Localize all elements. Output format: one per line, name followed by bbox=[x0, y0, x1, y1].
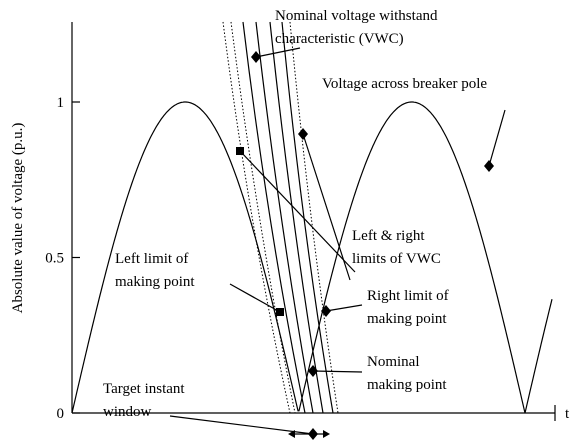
vwc-curves bbox=[222, 21, 339, 414]
annotation-text: making point bbox=[367, 377, 447, 393]
annotation-text: Nominal voltage withstand bbox=[275, 8, 438, 24]
annotation-text: making point bbox=[367, 311, 447, 327]
annotation-text: window bbox=[103, 404, 152, 420]
annotation-text: limits of VWC bbox=[352, 251, 441, 267]
voltage-curve-path bbox=[71, 101, 553, 414]
annotation-text: Voltage across breaker pole bbox=[322, 76, 487, 92]
annotation-text: Right limit of bbox=[367, 288, 449, 304]
annotations: Nominal voltage withstand characteristic … bbox=[103, 8, 487, 420]
annotation-text: Nominal bbox=[367, 354, 420, 370]
voltage-curve bbox=[71, 101, 553, 414]
annotation-text: Target instant bbox=[103, 381, 185, 397]
y-tick-label: 0 bbox=[57, 406, 65, 422]
y-tick-label: 0.5 bbox=[45, 251, 64, 267]
leader-lines bbox=[169, 47, 506, 438]
y-axis-label: Absolute value of voltage (p.u.) bbox=[10, 123, 26, 314]
x-axis-label: t bbox=[565, 406, 570, 422]
y-tick-label: 1 bbox=[57, 95, 65, 111]
markers bbox=[236, 51, 494, 440]
annotation-text: Left limit of bbox=[115, 251, 188, 267]
annotation-text: Left & right bbox=[352, 228, 425, 244]
annotation-text: characteristic (VWC) bbox=[275, 31, 404, 47]
annotation-text: making point bbox=[115, 274, 195, 290]
